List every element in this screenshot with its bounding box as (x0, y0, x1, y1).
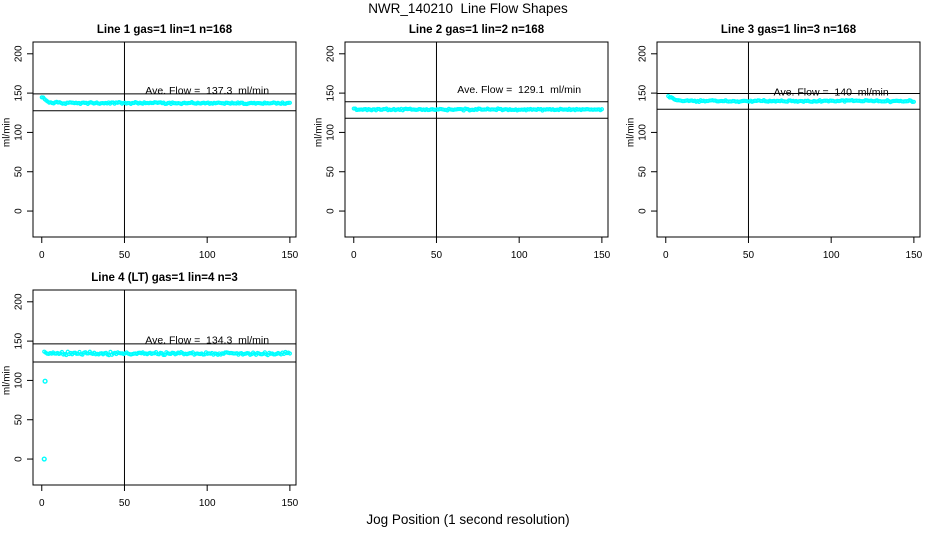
y-tick-label: 200 (326, 45, 337, 62)
panel-title: Line 1 gas=1 lin=1 n=168 (97, 24, 233, 36)
panel-title: Line 2 gas=1 lin=2 n=168 (409, 24, 545, 36)
panel-3: Line 3 gas=1 lin=3 n=168 0 50 100 150 200 0 50 1… (624, 20, 936, 268)
plot-box (32, 289, 297, 486)
ave-flow-label: Ave. Flow = 140 ml/min (774, 86, 889, 98)
x-tick-label: 50 (431, 250, 443, 261)
y-tick-label: 150 (14, 332, 25, 349)
x-tick-label: 0 (663, 250, 669, 261)
ave-flow-label: Ave. Flow = 137.3 ml/min (145, 85, 269, 97)
y-axis-label: ml/min (2, 118, 13, 147)
panel-svg-2: Line 2 gas=1 lin=2 n=168 0 50 100 150 200 0 50 1… (314, 24, 611, 261)
outlier-point (42, 378, 48, 384)
x-axis-title: Jog Position (1 second resolution) (366, 512, 570, 527)
panel-1: Line 1 gas=1 lin=1 n=168 0 50 100 150 200 0 50 1… (0, 20, 312, 268)
y-tick-label: 50 (14, 414, 25, 426)
data-point (287, 100, 292, 105)
plot-box (32, 41, 297, 238)
y-tick-label: 50 (326, 166, 337, 178)
x-tick-label: 150 (906, 250, 923, 261)
x-tick-label: 100 (823, 250, 840, 261)
y-tick-label: 0 (638, 208, 649, 214)
data-point (911, 99, 916, 104)
y-tick-label: 100 (326, 124, 337, 141)
y-tick-label: 150 (326, 84, 337, 101)
panel-svg-1: Line 1 gas=1 lin=1 n=168 0 50 100 150 200 0 50 1… (2, 24, 299, 261)
ave-flow-label: Ave. Flow = 129.1 ml/min (457, 84, 581, 96)
data-series (41, 349, 292, 462)
y-tick-label: 100 (14, 124, 25, 141)
y-tick-label: 0 (14, 456, 25, 462)
plot-box (656, 41, 921, 238)
y-axis-label: ml/min (314, 118, 325, 147)
y-tick-label: 150 (638, 84, 649, 101)
y-tick-label: 200 (638, 45, 649, 62)
x-tick-label: 50 (119, 498, 131, 509)
panel-4: Line 4 (LT) gas=1 lin=4 n=3 0 50 100 150 200 0… (0, 268, 312, 516)
panel-title: Line 3 gas=1 lin=3 n=168 (721, 24, 857, 36)
y-tick-label: 200 (14, 45, 25, 62)
x-tick-label: 0 (351, 250, 357, 261)
x-tick-label: 150 (594, 250, 611, 261)
data-series (39, 95, 292, 107)
y-tick-label: 150 (14, 84, 25, 101)
y-tick-label: 50 (14, 166, 25, 178)
y-tick-label: 0 (326, 208, 337, 214)
plot-box (344, 41, 609, 238)
data-point (161, 352, 166, 357)
y-axis-label: ml/min (2, 366, 13, 395)
x-tick-label: 100 (199, 498, 216, 509)
x-tick-label: 150 (282, 250, 299, 261)
panel-title: Line 4 (LT) gas=1 lin=4 n=3 (91, 272, 237, 284)
x-tick-label: 100 (199, 250, 216, 261)
panel-svg-3: Line 3 gas=1 lin=3 n=168 0 50 100 150 200 0 50 1… (626, 24, 923, 261)
panel-svg-4: Line 4 (LT) gas=1 lin=4 n=3 0 50 100 150 200 0… (2, 272, 299, 509)
data-point (287, 351, 292, 356)
data-series (351, 106, 604, 113)
x-tick-label: 100 (511, 250, 528, 261)
figure-title: NWR_140210 Line Flow Shapes (368, 1, 568, 16)
panel-2: Line 2 gas=1 lin=2 n=168 0 50 100 150 200 0 50 1… (312, 20, 624, 268)
data-series (666, 94, 916, 105)
x-tick-label: 50 (743, 250, 755, 261)
ave-flow-label: Ave. Flow = 134.3 ml/min (145, 335, 269, 347)
y-tick-label: 100 (638, 124, 649, 141)
y-tick-label: 0 (14, 208, 25, 214)
y-tick-label: 50 (638, 166, 649, 178)
x-tick-label: 0 (39, 498, 45, 509)
data-point (599, 107, 604, 112)
y-tick-label: 200 (14, 293, 25, 310)
x-tick-label: 0 (39, 250, 45, 261)
outlier-point (41, 456, 47, 462)
x-tick-label: 50 (119, 250, 131, 261)
y-axis-label: ml/min (626, 118, 637, 147)
x-tick-label: 150 (282, 498, 299, 509)
y-tick-label: 100 (14, 372, 25, 389)
